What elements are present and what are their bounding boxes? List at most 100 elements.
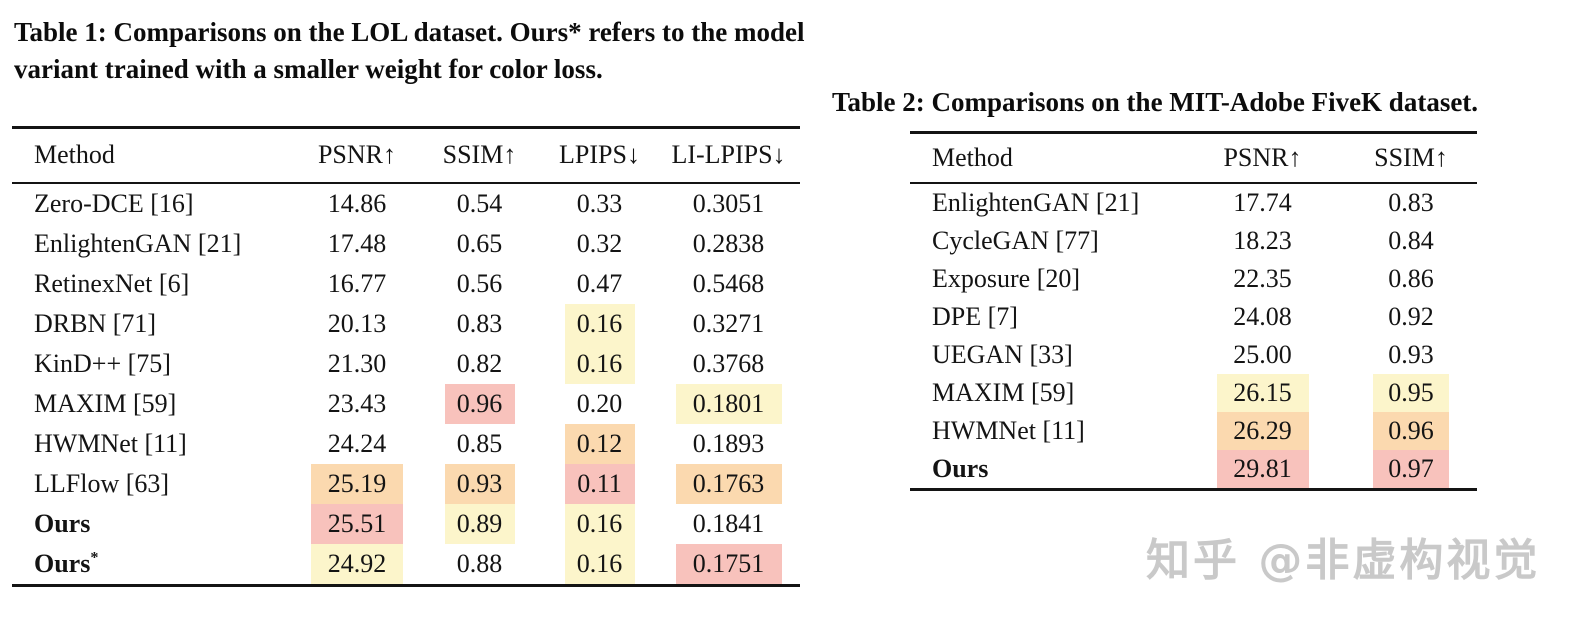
highlighted-value: 0.12 — [564, 423, 635, 464]
value-cell: 0.3768 — [657, 344, 800, 384]
method-cell: CycleGAN [77] — [932, 225, 1099, 255]
value: 0.56 — [456, 268, 503, 298]
value: 0.86 — [1388, 263, 1434, 293]
value-cell: 0.89 — [417, 503, 542, 544]
value: 0.47 — [576, 268, 623, 298]
table-row: CycleGAN [77] 18.23 0.84 — [910, 222, 1477, 260]
highlighted-value: 25.19 — [311, 463, 403, 504]
highlighted-value: 0.97 — [1373, 449, 1449, 488]
highlighted-value: 29.81 — [1216, 449, 1309, 488]
lol-comparison-table: Method PSNR↑ SSIM↑ LPIPS↓ LI-LPIPS↓ Zero-DCE … — [12, 126, 800, 587]
highlighted-value: 0.89 — [444, 503, 515, 544]
highlighted-value: 0.96 — [444, 383, 515, 424]
highlighted-value: 0.1751 — [675, 543, 782, 584]
value-cell: 20.13 — [297, 304, 417, 344]
table-row: UEGAN [33] 25.00 0.93 — [910, 336, 1477, 374]
table-row: Exposure [20] 22.35 0.86 — [910, 260, 1477, 298]
value-cell: 0.86 — [1345, 260, 1477, 298]
value-cell: 0.54 — [417, 183, 542, 224]
value-cell: 25.00 — [1180, 336, 1345, 374]
value-cell: 0.16 — [542, 303, 657, 344]
column-header: Method — [910, 132, 1180, 184]
value: 24.24 — [327, 428, 387, 458]
column-header: LPIPS↓ — [542, 127, 657, 184]
highlighted-value: 0.16 — [564, 503, 635, 544]
column-header: SSIM↑ — [1345, 132, 1477, 184]
table-row: LLFlow [63] 25.19 0.93 0.11 0.1763 — [12, 463, 800, 504]
method-cell: Ours — [932, 453, 989, 483]
header-row: Method PSNR↑ SSIM↑ LPIPS↓ LI-LPIPS↓ — [12, 127, 800, 184]
value-cell: 26.15 — [1180, 373, 1345, 412]
value: 0.2838 — [692, 228, 765, 258]
column-header: PSNR↑ — [297, 127, 417, 184]
table-row: MAXIM [59] 26.15 0.95 — [910, 373, 1477, 412]
table-row: DRBN [71] 20.13 0.83 0.16 0.3271 — [12, 303, 800, 344]
zhihu-watermark: 知乎 @非虚构视觉 — [1146, 535, 1541, 586]
value: 0.1841 — [692, 508, 765, 538]
value-cell: 0.93 — [417, 463, 542, 504]
value-cell: 0.3271 — [657, 304, 800, 344]
table-row: MAXIM [59] 23.43 0.96 0.20 0.1801 — [12, 383, 800, 424]
table-row: DPE [7] 24.08 0.92 — [910, 298, 1477, 336]
table1-lol-dataset: Method PSNR↑ SSIM↑ LPIPS↓ LI-LPIPS↓ Zero-DCE … — [12, 126, 800, 587]
method-cell: RetinexNet [6] — [34, 268, 190, 298]
method-cell: EnlightenGAN [21] — [932, 187, 1140, 217]
value: 0.33 — [576, 188, 623, 218]
table-row: RetinexNet [6] 16.77 0.56 0.47 0.5468 — [12, 264, 800, 304]
value-cell: 0.93 — [1345, 336, 1477, 374]
value: 0.83 — [456, 308, 503, 338]
value-cell: 21.30 — [297, 344, 417, 384]
value-cell: 22.35 — [1180, 260, 1345, 298]
highlighted-value: 0.1763 — [675, 463, 782, 504]
method-cell: Ours* — [34, 548, 99, 578]
highlighted-value: 0.16 — [564, 343, 635, 384]
value: 14.86 — [327, 188, 387, 218]
value: 0.88 — [456, 548, 503, 578]
method-cell: MAXIM [59] — [932, 377, 1075, 407]
value-cell: 0.83 — [1345, 183, 1477, 222]
column-header: SSIM↑ — [417, 127, 542, 184]
method-cell: Exposure [20] — [932, 263, 1081, 293]
method-cell: UEGAN [33] — [932, 339, 1073, 369]
fivek-comparison-table: Method PSNR↑ SSIM↑ EnlightenGAN [21] 17.74 0.… — [910, 131, 1477, 491]
method-cell: HWMNet [11] — [34, 428, 187, 458]
method-cell: HWMNet [11] — [932, 415, 1085, 445]
value: 23.43 — [327, 388, 387, 418]
value-cell: 0.16 — [542, 343, 657, 384]
method-cell: EnlightenGAN [21] — [34, 228, 242, 258]
value-cell: 0.65 — [417, 224, 542, 264]
value: 21.30 — [327, 348, 387, 378]
value: 0.65 — [456, 228, 503, 258]
value-cell: 0.1751 — [657, 543, 800, 586]
value: 0.32 — [576, 228, 623, 258]
value-cell: 0.82 — [417, 344, 542, 384]
table1-caption: Table 1: Comparisons on the LOL dataset.… — [14, 17, 805, 84]
highlighted-value: 0.1801 — [675, 383, 782, 424]
value: 25.00 — [1233, 339, 1292, 369]
value-cell: 29.81 — [1180, 449, 1345, 490]
value-cell: 0.5468 — [657, 264, 800, 304]
value-cell: 0.20 — [542, 384, 657, 424]
value-cell: 0.88 — [417, 544, 542, 586]
value-cell: 0.92 — [1345, 298, 1477, 336]
value: 17.48 — [327, 228, 387, 258]
highlighted-value: 0.11 — [564, 463, 635, 504]
value: 0.5468 — [692, 268, 765, 298]
value-cell: 0.96 — [1345, 411, 1477, 450]
value: 0.82 — [456, 348, 503, 378]
value-cell: 26.29 — [1180, 411, 1345, 450]
value: 18.23 — [1233, 225, 1292, 255]
method-cell: KinD++ [75] — [34, 348, 171, 378]
value: 0.93 — [1388, 339, 1434, 369]
table-row: EnlightenGAN [21] 17.74 0.83 — [910, 183, 1477, 222]
table-row: Ours 25.51 0.89 0.16 0.1841 — [12, 503, 800, 544]
method-cell: Ours — [34, 508, 91, 538]
value-cell: 0.47 — [542, 264, 657, 304]
highlighted-value: 0.16 — [564, 543, 635, 584]
method-cell: Zero-DCE [16] — [34, 188, 194, 218]
header-row: Method PSNR↑ SSIM↑ — [910, 132, 1477, 184]
value-cell: 25.51 — [297, 503, 417, 544]
table-row: KinD++ [75] 21.30 0.82 0.16 0.3768 — [12, 343, 800, 384]
value-cell: 0.83 — [417, 304, 542, 344]
